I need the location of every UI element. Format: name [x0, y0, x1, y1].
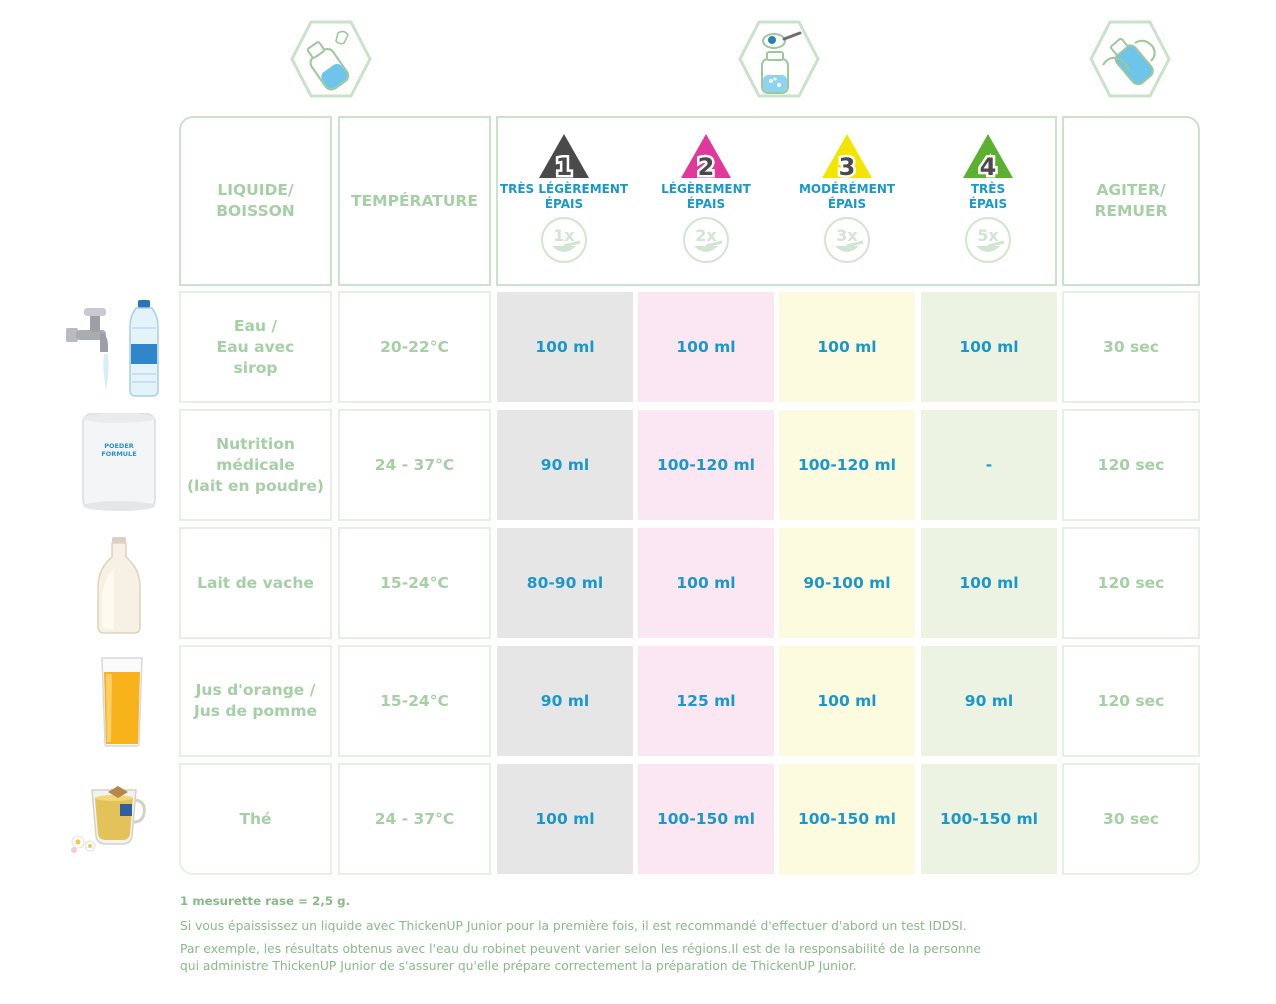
- row-2-level-3-value: 100-120 ml: [779, 410, 915, 520]
- level-3-header: 3 MODÉRÉMENT ÉPAIS 3x: [778, 132, 916, 264]
- row-5-level-2-value: 100-150 ml: [638, 764, 774, 874]
- row-1-stir: 30 sec: [1062, 291, 1200, 403]
- row-2-level-2-value: 100-120 ml: [638, 410, 774, 520]
- svg-text:3x: 3x: [836, 226, 858, 245]
- level-2-header: 2 LÉGÈREMENT ÉPAIS 2x: [637, 132, 775, 264]
- row-1-level-2-value: 100 ml: [638, 292, 774, 402]
- shake-bottle-icon: [1089, 20, 1171, 98]
- row-4-level-1-value: 90 ml: [497, 646, 633, 756]
- row-5-liquid: Thé: [179, 763, 332, 875]
- row-3-stir: 120 sec: [1062, 527, 1200, 639]
- powder-tin-icon: POEDER FORMULE: [80, 412, 158, 512]
- row-4-level-2-value: 125 ml: [638, 646, 774, 756]
- svg-text:2x: 2x: [695, 226, 717, 245]
- row-2-stir: 120 sec: [1062, 409, 1200, 521]
- level-2-triangle-icon: 2: [681, 134, 731, 180]
- svg-text:5x: 5x: [977, 226, 999, 245]
- header-liquid-line1: LIQUIDE/: [217, 181, 294, 199]
- row-5-level-3-value: 100-150 ml: [779, 764, 915, 874]
- svg-text:1x: 1x: [553, 226, 575, 245]
- row-3-level-4-value: 100 ml: [921, 528, 1057, 638]
- svg-text:1: 1: [556, 153, 573, 180]
- row-1-level-3-value: 100 ml: [779, 292, 915, 402]
- row-5-temperature: 24 - 37°C: [338, 763, 491, 875]
- row-2-temperature: 24 - 37°C: [338, 409, 491, 521]
- row-4-level-3-value: 100 ml: [779, 646, 915, 756]
- header-levels: [496, 116, 1057, 286]
- row-1-level-1-value: 100 ml: [497, 292, 633, 402]
- row-4-temperature: 15-24°C: [338, 645, 491, 757]
- footnote-responsibility-line1: Par exemple, les résultats obtenus avec …: [180, 942, 981, 956]
- row-1-liquid: Eau / Eau avec sirop: [179, 291, 332, 403]
- footnote-scoop-weight: 1 mesurette rase = 2,5 g.: [180, 894, 351, 908]
- row-2-level-1-value: 90 ml: [497, 410, 633, 520]
- row-3-liquid: Lait de vache: [179, 527, 332, 639]
- tea-cup-icon: [71, 786, 146, 853]
- scoop-2x-icon: 2x: [683, 217, 729, 263]
- row-1-temperature: 20-22°C: [338, 291, 491, 403]
- footnote-responsibility-line2: qui administre ThickenUP Junior de s'ass…: [180, 959, 857, 973]
- level-2-label: LÉGÈREMENT ÉPAIS: [661, 182, 751, 211]
- row-5-level-4-value: 100-150 ml: [921, 764, 1057, 874]
- add-powder-icon: [738, 20, 820, 98]
- row-3-level-1-value: 80-90 ml: [497, 528, 633, 638]
- row-2-level-4-value: -: [921, 410, 1057, 520]
- level-1-label: TRÈS LÉGÈREMENT ÉPAIS: [499, 182, 629, 211]
- svg-text:4: 4: [980, 153, 997, 180]
- row-5-stir: 30 sec: [1062, 763, 1200, 875]
- pour-water-icon: [290, 20, 372, 98]
- scoop-1x-icon: 1x: [541, 217, 587, 263]
- level-4-header: 4 TRÈS ÉPAIS 5x: [919, 132, 1057, 264]
- row-3-level-3-value: 90-100 ml: [779, 528, 915, 638]
- header-stir-line2: REMUER: [1094, 202, 1168, 220]
- milk-bottle-icon: [97, 537, 141, 634]
- level-3-label: MODÉRÉMENT ÉPAIS: [798, 182, 896, 211]
- header-liquid: LIQUIDE/BOISSON: [179, 116, 332, 286]
- row-3-level-2-value: 100 ml: [638, 528, 774, 638]
- header-stir: AGITER/REMUER: [1062, 116, 1200, 286]
- row-3-temperature: 15-24°C: [338, 527, 491, 639]
- header-stir-line1: AGITER/: [1096, 181, 1166, 199]
- row-2-liquid: Nutrition médicale (lait en poudre): [179, 409, 332, 521]
- row-4-stir: 120 sec: [1062, 645, 1200, 757]
- row-5-level-1-value: 100 ml: [497, 764, 633, 874]
- level-4-label: TRÈS ÉPAIS: [968, 182, 1008, 211]
- header-temperature: TEMPÉRATURE: [338, 116, 491, 286]
- header-liquid-line2: BOISSON: [216, 202, 295, 220]
- tap-and-bottle-icon: [66, 300, 159, 397]
- svg-text:3: 3: [839, 153, 856, 180]
- juice-glass-icon: [101, 657, 143, 747]
- scoop-3x-icon: 3x: [824, 217, 870, 263]
- level-1-header: 1 TRÈS LÉGÈREMENT ÉPAIS 1x: [495, 132, 633, 264]
- row-4-liquid: Jus d'orange / Jus de pomme: [179, 645, 332, 757]
- svg-text:2: 2: [698, 153, 715, 180]
- row-1-level-4-value: 100 ml: [921, 292, 1057, 402]
- powder-tin-label: POEDER FORMULE: [101, 442, 137, 458]
- row-4-level-4-value: 90 ml: [921, 646, 1057, 756]
- header-temperature-label: TEMPÉRATURE: [351, 191, 478, 210]
- scoop-5x-icon: 5x: [965, 217, 1011, 263]
- level-1-triangle-icon: 1: [539, 134, 589, 180]
- level-4-triangle-icon: 4: [963, 134, 1013, 180]
- level-3-triangle-icon: 3: [822, 134, 872, 180]
- footnote-iddsi-test: Si vous épaississez un liquide avec Thic…: [180, 919, 967, 933]
